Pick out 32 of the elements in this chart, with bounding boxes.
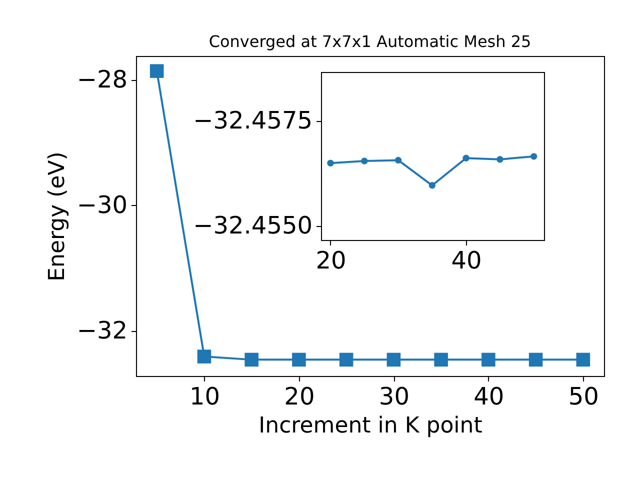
point xyxy=(386,352,401,367)
x-tick-label: 40 xyxy=(451,246,482,274)
x-tick-label: 20 xyxy=(284,382,315,410)
x-tick-label: 50 xyxy=(568,382,599,410)
x-axis-title: Increment in K point xyxy=(258,414,483,438)
y-axis-title: Energy (eV) xyxy=(44,152,70,282)
point xyxy=(339,352,354,367)
y-tick-label: −32.4575 xyxy=(193,106,312,135)
point xyxy=(428,182,436,189)
point xyxy=(361,158,368,164)
point xyxy=(482,352,496,367)
point xyxy=(327,160,334,166)
x-tick-label: 30 xyxy=(378,382,410,410)
point xyxy=(244,352,258,367)
point xyxy=(576,352,590,367)
point xyxy=(394,156,402,164)
x-tick-label: 40 xyxy=(474,382,504,410)
point xyxy=(292,352,306,367)
y-tick-label: −32 xyxy=(76,316,128,344)
chart-title: Converged at 7x7x1 Automatic Mesh 25 xyxy=(208,32,532,51)
y-tick-label: −32.4550 xyxy=(193,212,312,240)
point xyxy=(528,352,543,367)
point xyxy=(197,350,212,364)
point xyxy=(150,64,164,78)
x-tick-label: 10 xyxy=(189,382,220,410)
x-tick-label: 20 xyxy=(316,246,346,274)
point xyxy=(496,156,504,163)
point xyxy=(434,352,448,367)
point xyxy=(462,154,470,162)
point xyxy=(530,153,538,160)
y-tick-label: −28 xyxy=(76,65,128,94)
y-tick-label: −30 xyxy=(76,190,128,219)
